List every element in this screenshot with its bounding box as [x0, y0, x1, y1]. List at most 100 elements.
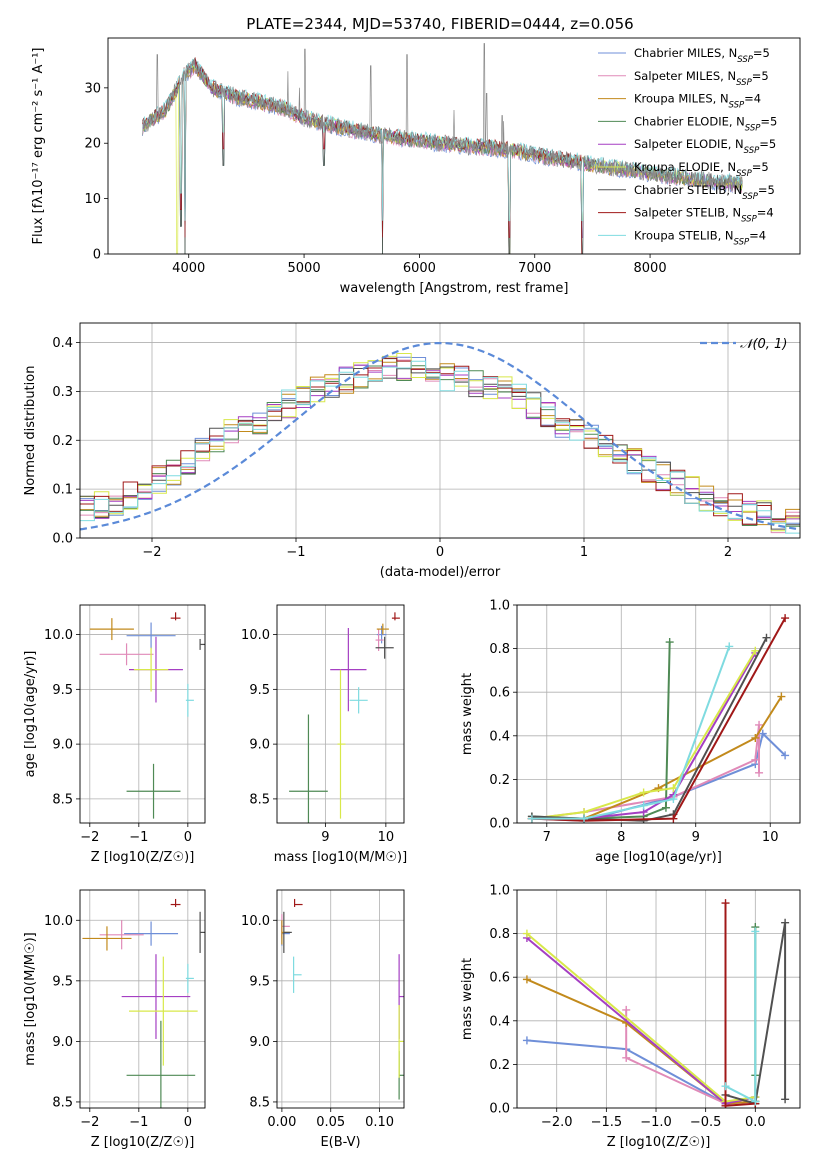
x-tick-label: −1 [129, 830, 148, 845]
error-bar-point [293, 956, 302, 993]
panel-age-vs-metallicity: −2 −1 0 8.5 9.0 9.5 10.0 Z [log10(Z/Z☉)] age [lo… [23, 604, 206, 865]
mass-weight-marker [639, 801, 648, 810]
x-tick-label: 8000 [634, 261, 667, 276]
legend-entry: Salpeter ELODIE, NSSP=5 [634, 137, 776, 156]
mass-weight-marker [522, 929, 531, 938]
panel-residual-histogram: −2 −1 0 1 2 0.0 0.1 0.2 0.3 0.4 (data-model)/error… [23, 322, 801, 580]
y-tick-label: 9.5 [52, 974, 73, 989]
legend-entry: Chabrier ELODIE, NSSP=5 [634, 114, 777, 133]
y-tick-label: 20 [84, 137, 101, 152]
histogram-series-8 [80, 360, 800, 534]
x-tick-label: −1 [129, 1115, 148, 1130]
error-bar-point [375, 636, 394, 659]
y-tick-label: 1.0 [489, 884, 510, 899]
error-bar-point [391, 612, 400, 621]
axes-frame [79, 889, 206, 1109]
axes-frame [276, 889, 405, 1109]
y-tick-label: 9.0 [249, 738, 270, 753]
x-tick-label: 2 [724, 545, 732, 560]
mass-weight-marker [639, 816, 648, 823]
x-tick-label: 0.05 [316, 1115, 345, 1130]
plot-area [142, 43, 743, 254]
y-tick-label: 0.0 [489, 1102, 510, 1117]
x-tick-label: −2 [142, 545, 161, 560]
y-tick-label: 8.5 [52, 1095, 73, 1110]
x-axis-label: (data-model)/error [380, 565, 501, 580]
error-bar-point [121, 954, 191, 1039]
y-axis-label: Normed distribution [23, 366, 38, 496]
y-tick-label: 9.5 [249, 683, 270, 698]
legend-entry: Salpeter MILES, NSSP=5 [634, 69, 769, 88]
x-tick-label: −1.0 [640, 1115, 672, 1130]
x-tick-label: 0 [436, 545, 444, 560]
mass-weight-series-6 [725, 922, 787, 1105]
panel-mass-weight-vs-metallicity: −2.0 −1.5 −1.0 −0.5 0.0 0.0 0.2 0.4 0.6 0.8 1.0 Z [… [460, 884, 801, 1150]
mass-weight-series-1 [625, 1009, 756, 1105]
y-tick-label: 10 [84, 192, 101, 207]
error-bar-point [337, 669, 346, 819]
mass-weight-marker [622, 1005, 631, 1014]
panel-age-vs-mass: 9 10 8.5 9.0 9.5 10.0 mass [log10(M/M☉)] [241, 604, 407, 865]
y-tick-label: 0.4 [489, 1014, 510, 1029]
x-tick-label: 0 [184, 1115, 192, 1130]
y-tick-label: 30 [84, 81, 101, 96]
y-tick-label: 9.0 [52, 738, 73, 753]
y-tick-label: 0.2 [489, 1058, 510, 1073]
mass-weight-series-2 [526, 978, 756, 1105]
mass-weight-marker [522, 975, 531, 984]
error-bar-point [124, 921, 179, 946]
error-bar-point [185, 683, 194, 717]
x-axis-label: E(B-V) [320, 1135, 360, 1150]
mass-weight-marker [781, 751, 790, 760]
y-tick-label: 0.8 [489, 927, 510, 942]
y-tick-label: 0.3 [52, 385, 73, 400]
y-tick-label: 9.5 [249, 974, 270, 989]
error-bar-point [199, 911, 205, 953]
mass-weight-series-8 [725, 931, 757, 1104]
plot-area [522, 899, 790, 1108]
y-tick-label: 0.4 [52, 336, 73, 351]
mass-weight-marker [762, 633, 771, 642]
x-axis-label: Z [log10(Z/Z☉)] [91, 850, 195, 865]
error-bar-point [185, 963, 194, 993]
mass-weight-marker [755, 768, 764, 777]
mass-weight-marker [669, 795, 678, 804]
mass-weight-marker [751, 927, 760, 936]
mass-weight-marker [781, 918, 790, 927]
y-tick-label: 10.0 [241, 628, 270, 643]
mass-weight-marker [721, 1101, 730, 1108]
y-tick-label: 0.4 [489, 729, 510, 744]
error-bar-point [89, 618, 134, 641]
mass-weight-marker [669, 784, 678, 793]
error-bar-point [199, 638, 205, 650]
y-tick-label: 10.0 [241, 914, 270, 929]
error-bar-point [99, 643, 154, 666]
y-tick-label: 10.0 [44, 914, 73, 929]
error-bar-point [398, 1051, 404, 1100]
mass-weight-series-8 [531, 646, 731, 820]
x-tick-label: −1.5 [591, 1115, 623, 1130]
x-axis-label: Z [log10(Z/Z☉)] [607, 1135, 711, 1150]
y-axis-label: mass [log10(M/M☉)] [23, 932, 38, 1065]
plot-area [527, 614, 790, 823]
mass-weight-marker [751, 1097, 760, 1106]
mass-weight-marker [758, 729, 767, 738]
axes-frame [516, 604, 801, 824]
error-bar-point [349, 687, 368, 714]
y-axis-label: age [log10(age/yr)] [23, 651, 38, 778]
mass-weight-series-5 [526, 932, 756, 1103]
x-tick-label: 0.0 [745, 1115, 766, 1130]
panel-spectrum: 4000 5000 6000 7000 8000 0 10 20 30 wavelength [A… [31, 37, 801, 296]
y-tick-label: 0.2 [489, 773, 510, 788]
legend-entry: Chabrier STELIB, NSSP=5 [634, 183, 775, 202]
x-tick-label: 0.10 [365, 1115, 394, 1130]
error-bar-point [283, 911, 292, 953]
mass-weight-marker [669, 814, 678, 823]
axes-frame [516, 889, 801, 1109]
legend-entry: 𝒩(0, 1) [740, 337, 787, 352]
y-tick-label: 0.0 [489, 817, 510, 832]
x-tick-label: 4000 [172, 261, 205, 276]
mass-weight-marker [751, 733, 760, 742]
